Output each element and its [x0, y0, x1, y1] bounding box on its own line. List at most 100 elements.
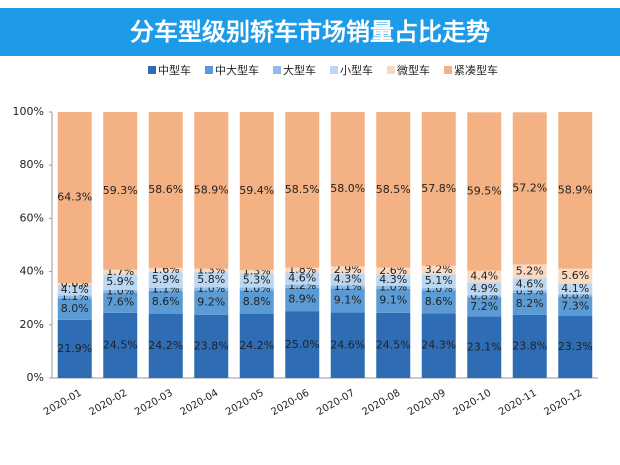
bar-segment: [421, 287, 456, 291]
bar-segment: [376, 312, 411, 378]
value-label: 59.5%: [467, 184, 502, 197]
bar-segment: [239, 287, 274, 291]
bar-segment: [148, 112, 183, 268]
value-label: 5.9%: [152, 273, 180, 286]
value-label: 24.2%: [148, 339, 183, 352]
bar-segment: [194, 112, 229, 269]
bar-segment: [376, 112, 411, 268]
legend-label: 中型车: [158, 63, 191, 77]
bar-segment: [57, 284, 92, 296]
bar-segment: [285, 272, 320, 285]
bar-segment: [57, 112, 92, 284]
value-label: 8.6%: [152, 295, 180, 308]
bar-segment: [148, 287, 183, 291]
value-label: 4.4%: [470, 269, 498, 282]
bar-segment: [376, 285, 411, 289]
legend-swatch: [444, 66, 452, 74]
bar-segment: [103, 112, 138, 270]
bar-segment: [558, 296, 593, 317]
bar-segment: [239, 313, 274, 378]
y-tick-label: 20%: [20, 318, 44, 331]
value-label: 59.3%: [103, 184, 138, 197]
legend-swatch: [205, 66, 213, 74]
value-label: 4.3%: [334, 273, 362, 286]
bar-segment: [285, 112, 320, 268]
bar-segment: [57, 298, 92, 320]
value-label: 21.9%: [57, 342, 92, 355]
value-label: 8.8%: [243, 295, 271, 308]
value-label: 57.2%: [512, 181, 547, 194]
bar-segment: [512, 314, 547, 378]
bar-segment: [512, 112, 547, 265]
bar-segment: [512, 264, 547, 279]
bar-segment: [421, 290, 456, 314]
bar-segment: [467, 316, 502, 378]
value-label: 3.2%: [425, 263, 453, 276]
value-label: 24.3%: [421, 339, 456, 352]
bar-segment: [103, 274, 138, 290]
value-label: 24.2%: [239, 339, 274, 352]
bar-segment: [57, 295, 92, 299]
value-label: 23.1%: [467, 340, 502, 353]
bar-segment: [239, 270, 274, 274]
bar-segment: [467, 282, 502, 296]
bar-segment: [330, 273, 365, 286]
bar-segment: [558, 283, 593, 295]
bar-segment: [558, 294, 593, 297]
value-label: 58.9%: [194, 183, 229, 196]
bar-segment: [330, 112, 365, 267]
value-label: 5.3%: [243, 274, 271, 287]
value-label: 7.3%: [561, 299, 589, 312]
value-label: 8.6%: [425, 295, 453, 308]
value-label: 4.1%: [561, 282, 589, 295]
bar-segment: [57, 283, 92, 285]
bar-segment: [103, 292, 138, 313]
bar-segment: [148, 267, 183, 273]
value-label: 58.6%: [148, 183, 183, 196]
y-tick-label: 100%: [13, 105, 44, 118]
legend-label: 中大型车: [215, 63, 259, 77]
bar-segment: [103, 269, 138, 275]
y-tick-label: 0%: [27, 371, 44, 384]
y-tick-label: 40%: [20, 265, 44, 278]
bar-segment: [512, 290, 547, 293]
bar-segment: [194, 268, 229, 273]
legend-swatch: [148, 66, 156, 74]
y-tick-label: 80%: [20, 158, 44, 171]
bar-segment: [421, 313, 456, 378]
bar-segment: [467, 295, 502, 298]
value-label: 24.6%: [330, 338, 365, 351]
bar-segment: [194, 287, 229, 291]
bar-segment: [330, 312, 365, 378]
value-label: 7.2%: [470, 300, 498, 313]
bar-segment: [558, 112, 593, 269]
value-label: 58.9%: [558, 183, 593, 196]
value-label: 24.5%: [103, 338, 138, 351]
bar-segment: [57, 319, 92, 378]
title-banner: [0, 8, 620, 56]
bar-segment: [239, 273, 274, 288]
value-label: 2.9%: [334, 263, 362, 276]
bar-segment: [239, 112, 274, 271]
value-label: 23.8%: [512, 339, 547, 352]
value-label: 5.6%: [561, 269, 589, 282]
value-label: 23.8%: [194, 339, 229, 352]
value-label: 64.3%: [57, 191, 92, 204]
bar-segment: [148, 272, 183, 288]
value-label: 23.3%: [558, 340, 593, 353]
legend-swatch: [273, 66, 281, 74]
bar-segment: [285, 311, 320, 378]
bar-segment: [285, 267, 320, 273]
value-label: 57.8%: [421, 182, 456, 195]
value-label: 8.9%: [288, 293, 316, 306]
y-tick-label: 60%: [20, 211, 44, 224]
value-label: 4.1%: [61, 283, 89, 296]
value-label: 5.8%: [197, 273, 225, 286]
legend-swatch: [330, 66, 338, 74]
legend-swatch: [387, 66, 395, 74]
bar-segment: [148, 313, 183, 378]
bar-segment: [467, 112, 502, 271]
chart-title: 分车型级别轿车市场销量占比走势: [130, 18, 490, 46]
value-label: 25.0%: [285, 338, 320, 351]
value-label: 4.6%: [516, 277, 544, 290]
